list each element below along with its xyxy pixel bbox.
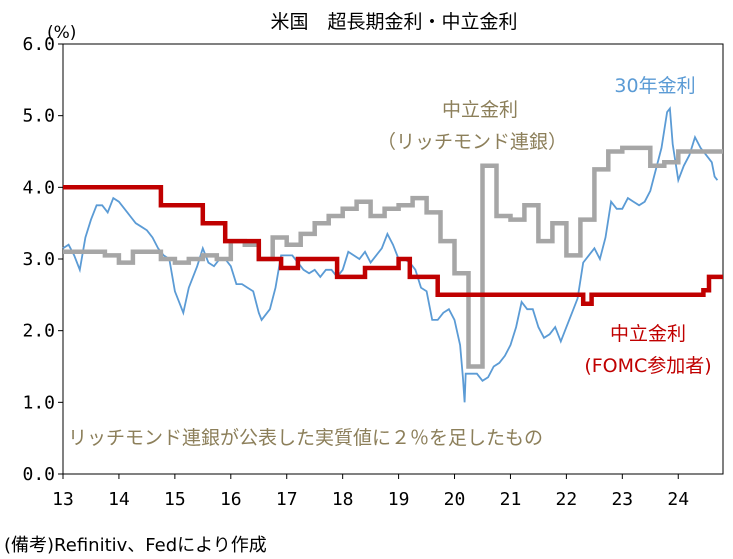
x-tick-label: 16 — [220, 489, 242, 510]
y-axis-unit: (%) — [47, 23, 76, 43]
chart-note: リッチモンド連銀が公表した実質値に２％を足したもの — [68, 427, 543, 449]
legend-gray-label: 中立金利 （リッチモンド連銀） — [377, 99, 567, 153]
y-tick-label: 0.0 — [22, 464, 55, 485]
y-tick-label: 2.0 — [22, 321, 55, 342]
gray-label-line2: （リッチモンド連銀） — [377, 131, 567, 153]
blue-label: 30年金利 — [614, 75, 695, 97]
legend-red-label: 中立金利 (FOMC参加者) — [584, 323, 711, 377]
y-tick-label: 5.0 — [22, 106, 55, 127]
y-tick-label: 4.0 — [22, 177, 55, 198]
x-tick-label: 24 — [667, 489, 689, 510]
y-tick-label: 1.0 — [22, 392, 55, 413]
x-tick-label: 13 — [52, 489, 74, 510]
x-axis: 13 14 15 16 17 18 19 20 21 22 23 24 — [52, 474, 689, 510]
x-tick-label: 15 — [164, 489, 186, 510]
chart-title: 米国 超長期金利・中立金利 — [270, 11, 517, 33]
red-label-line1: 中立金利 — [610, 323, 686, 345]
x-tick-label: 14 — [108, 489, 130, 510]
x-tick-label: 23 — [611, 489, 633, 510]
x-tick-label: 17 — [276, 489, 298, 510]
series-line-2 — [63, 185, 723, 307]
y-tick-label: 3.0 — [22, 249, 55, 270]
y-axis: 0.0 1.0 2.0 3.0 4.0 5.0 6.0 — [22, 34, 63, 485]
x-tick-label: 21 — [500, 489, 522, 510]
red-label-line2: (FOMC参加者) — [584, 355, 711, 377]
x-tick-label: 20 — [444, 489, 466, 510]
x-tick-label: 18 — [332, 489, 354, 510]
y-tick-label: 6.0 — [22, 34, 55, 55]
x-tick-label: 22 — [556, 489, 578, 510]
source-note: (備考)Refinitiv、Fedにより作成 — [4, 535, 267, 556]
gray-label-line1: 中立金利 — [442, 99, 518, 121]
x-tick-label: 19 — [388, 489, 410, 510]
series-layer — [62, 106, 723, 403]
series-line-1 — [63, 145, 723, 369]
